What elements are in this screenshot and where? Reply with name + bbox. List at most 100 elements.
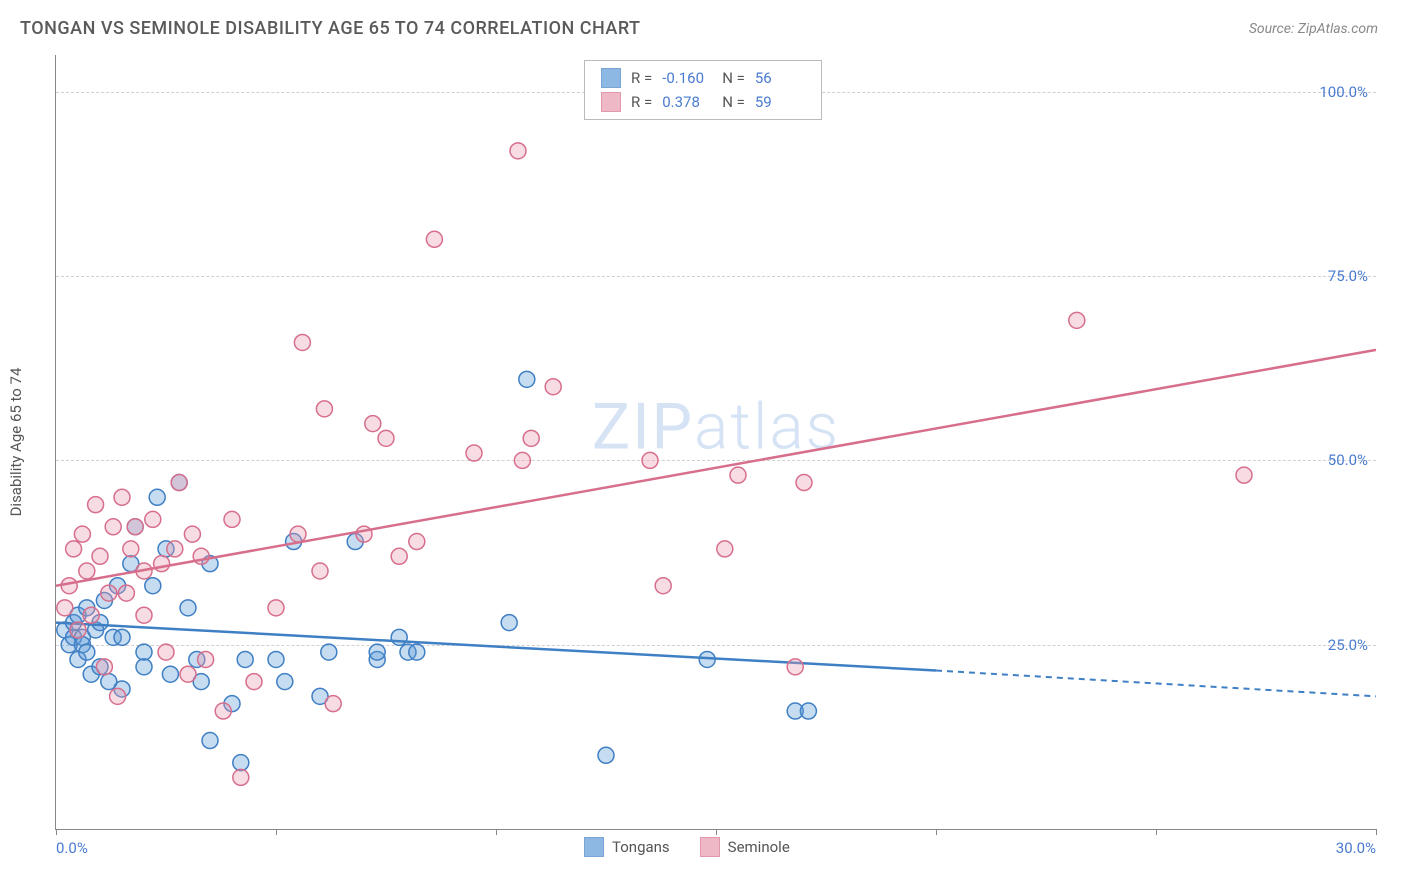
data-point: [598, 747, 614, 763]
data-point: [149, 489, 165, 505]
data-point: [523, 430, 539, 446]
data-point: [88, 497, 104, 513]
data-point: [233, 755, 249, 771]
legend-item-seminole: Seminole: [700, 837, 790, 857]
chart-title: TONGAN VS SEMINOLE DISABILITY AGE 65 TO …: [20, 18, 641, 39]
data-point: [268, 600, 284, 616]
data-point: [501, 615, 517, 631]
data-point: [514, 452, 530, 468]
data-point: [1236, 467, 1252, 483]
data-point: [162, 666, 178, 682]
bottom-legend: Tongans Seminole: [584, 837, 790, 857]
header: TONGAN VS SEMINOLE DISABILITY AGE 65 TO …: [0, 0, 1406, 49]
data-point: [224, 511, 240, 527]
legend-stats-box: R = -0.160 N = 56 R = 0.378 N = 59: [584, 60, 822, 120]
data-point: [787, 659, 803, 675]
data-point: [655, 578, 671, 594]
data-point: [57, 600, 73, 616]
data-point: [70, 622, 86, 638]
n-label: N =: [722, 93, 745, 111]
data-point: [118, 585, 134, 601]
data-point: [246, 674, 262, 690]
data-point: [83, 607, 99, 623]
source-credit: Source: ZipAtlas.com: [1249, 21, 1378, 37]
data-point: [510, 143, 526, 159]
x-tick: [1156, 829, 1157, 835]
trend-line: [56, 350, 1376, 586]
x-tick: [276, 829, 277, 835]
x-tick: [716, 829, 717, 835]
r-label: R =: [631, 93, 652, 111]
swatch-tongans: [584, 837, 604, 857]
data-point: [519, 371, 535, 387]
data-point: [114, 489, 130, 505]
data-point: [123, 541, 139, 557]
data-point: [1069, 312, 1085, 328]
data-point: [378, 430, 394, 446]
data-point: [730, 467, 746, 483]
data-point: [215, 703, 231, 719]
data-point: [136, 607, 152, 623]
trend-line-extrapolated: [936, 671, 1376, 697]
data-point: [545, 379, 561, 395]
data-point: [61, 578, 77, 594]
data-point: [391, 548, 407, 564]
data-point: [198, 651, 214, 667]
data-point: [325, 696, 341, 712]
data-point: [237, 651, 253, 667]
r-value-seminole: 0.378: [662, 93, 712, 111]
data-point: [171, 475, 187, 491]
data-point: [92, 548, 108, 564]
legend-label-seminole: Seminole: [728, 838, 790, 856]
r-value-tongans: -0.160: [662, 69, 712, 87]
data-point: [268, 651, 284, 667]
data-point: [136, 644, 152, 660]
data-point: [110, 688, 126, 704]
n-value-tongans: 56: [755, 69, 805, 87]
x-label-max: 30.0%: [1336, 839, 1376, 857]
data-point: [233, 769, 249, 785]
data-point: [145, 578, 161, 594]
data-point: [167, 541, 183, 557]
swatch-seminole: [601, 92, 621, 112]
data-point: [409, 534, 425, 550]
data-point: [105, 519, 121, 535]
trend-line: [56, 623, 936, 671]
data-point: [154, 556, 170, 572]
data-point: [294, 334, 310, 350]
data-point: [202, 733, 218, 749]
data-point: [321, 644, 337, 660]
data-point: [158, 644, 174, 660]
data-point: [426, 231, 442, 247]
data-point: [365, 416, 381, 432]
legend-stats-row-seminole: R = 0.378 N = 59: [601, 90, 805, 114]
x-tick: [1376, 829, 1377, 835]
data-point: [391, 629, 407, 645]
data-point: [277, 674, 293, 690]
y-axis-label: Disability Age 65 to 74: [7, 368, 25, 517]
x-tick: [496, 829, 497, 835]
data-point: [96, 659, 112, 675]
data-point: [79, 563, 95, 579]
x-tick: [56, 829, 57, 835]
data-point: [79, 644, 95, 660]
data-point: [184, 526, 200, 542]
r-label: R =: [631, 69, 652, 87]
legend-label-tongans: Tongans: [612, 838, 670, 856]
chart-area: Disability Age 65 to 74 ZIPatlas 25.0%50…: [55, 55, 1376, 830]
legend-stats-row-tongans: R = -0.160 N = 56: [601, 66, 805, 90]
data-point: [642, 452, 658, 468]
data-point: [180, 666, 196, 682]
x-label-min: 0.0%: [56, 839, 88, 857]
data-point: [145, 511, 161, 527]
data-point: [101, 585, 117, 601]
data-point: [800, 703, 816, 719]
data-point: [180, 600, 196, 616]
data-point: [409, 644, 425, 660]
data-point: [312, 563, 328, 579]
data-point: [369, 644, 385, 660]
data-point: [796, 475, 812, 491]
n-label: N =: [722, 69, 745, 87]
data-point: [466, 445, 482, 461]
data-point: [136, 659, 152, 675]
